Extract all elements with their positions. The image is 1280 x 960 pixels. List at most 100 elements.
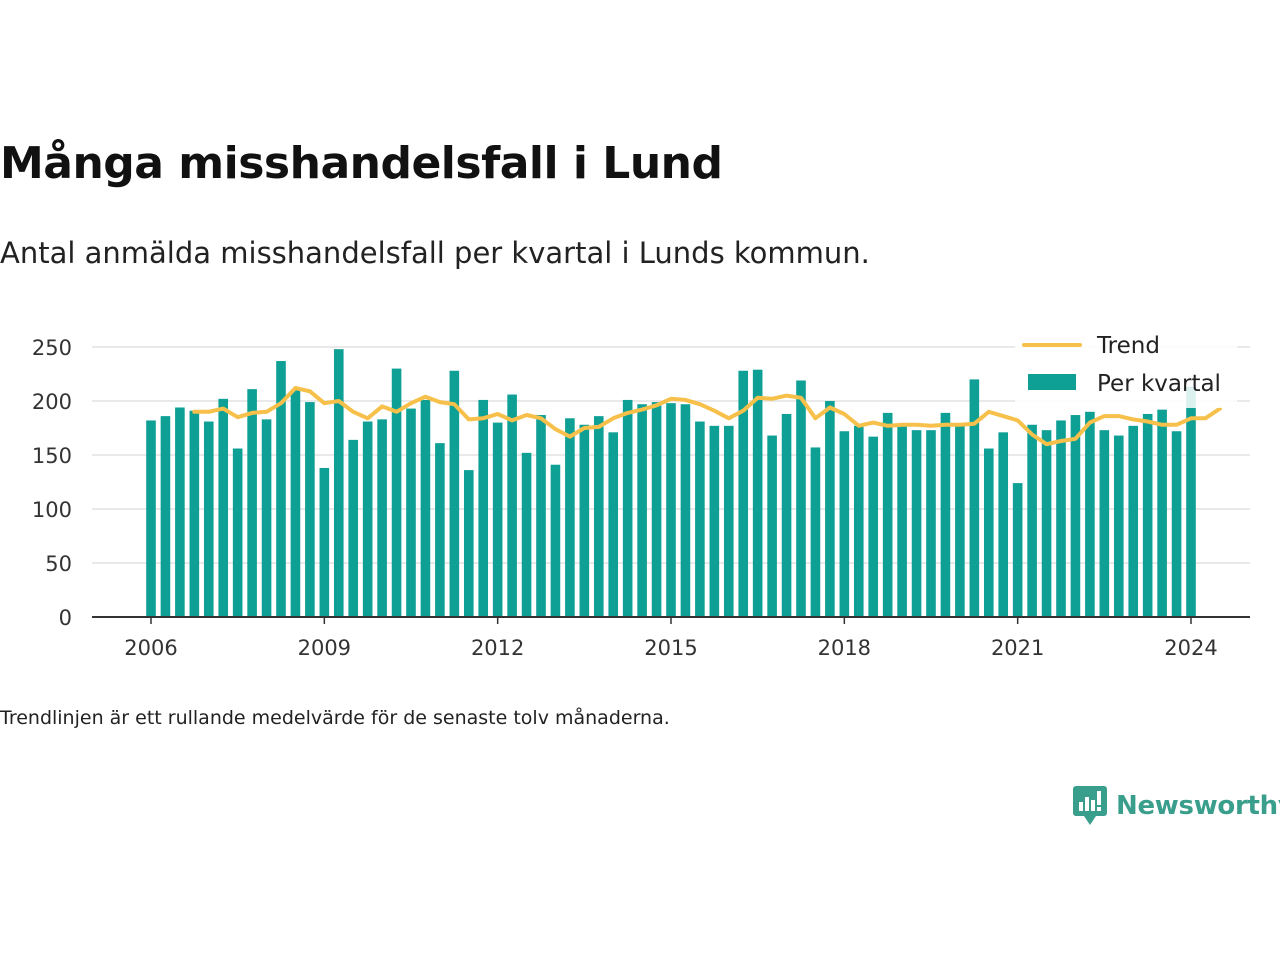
bar — [593, 416, 604, 617]
bar — [1113, 435, 1124, 617]
x-tick-label: 2006 — [124, 636, 177, 660]
bar — [463, 470, 474, 617]
bar — [882, 412, 893, 617]
bar — [1186, 386, 1196, 617]
bar — [1070, 415, 1081, 617]
y-tick-label: 200 — [32, 390, 72, 414]
x-tick-label: 2018 — [818, 636, 871, 660]
bar — [478, 399, 489, 617]
bar — [680, 404, 691, 617]
bar — [1027, 424, 1037, 617]
bar — [232, 448, 243, 617]
bar — [1041, 430, 1052, 617]
y-axis-ticks: 0 50 100 150 200 250 — [32, 336, 72, 630]
bar — [319, 467, 330, 617]
legend-bar-swatch — [1028, 374, 1076, 390]
trend-line — [192, 386, 1222, 447]
bar — [247, 389, 257, 617]
bar — [550, 464, 561, 617]
brand-logo[interactable]: Newsworthy — [1072, 785, 1280, 827]
bar — [189, 410, 200, 617]
chart-subtitle: Antal anmälda misshandelsfall per kvarta… — [0, 236, 870, 270]
legend: Trend Per kvartal — [1015, 326, 1237, 408]
y-tick-label: 250 — [32, 336, 72, 360]
chart-area: 0 50 100 150 200 250 2006 2009 2012 2015 2018 2021… — [32, 326, 1250, 660]
bar — [796, 380, 806, 617]
legend-bar-label: Per kvartal — [1097, 371, 1221, 397]
bar — [622, 399, 633, 617]
bar — [695, 421, 705, 617]
bar — [362, 421, 373, 617]
y-tick-label: 50 — [45, 552, 72, 576]
chart-title: Många misshandelsfall i Lund — [0, 138, 723, 189]
legend-trend-label: Trend — [1096, 333, 1160, 359]
legend-background — [1015, 326, 1237, 408]
bar — [391, 368, 402, 617]
bar — [709, 425, 720, 617]
bar — [608, 432, 619, 617]
bar — [579, 424, 590, 617]
bar — [983, 448, 994, 617]
bar — [290, 390, 301, 617]
bar — [1171, 431, 1182, 617]
bar — [839, 431, 850, 617]
bar — [218, 398, 229, 617]
x-tick-label: 2024 — [1164, 636, 1217, 660]
y-tick-label: 100 — [32, 498, 72, 522]
bar — [507, 394, 517, 617]
bar — [1012, 483, 1023, 617]
bar — [781, 413, 792, 617]
bar — [911, 430, 922, 617]
bar — [420, 399, 431, 617]
bar — [276, 361, 286, 617]
x-axis-ticks: 2006 2009 2012 2015 2018 2021 2024 — [124, 617, 1218, 660]
bar — [1142, 413, 1153, 617]
bar — [333, 349, 344, 617]
x-tick-label: 2009 — [298, 636, 351, 660]
bar — [565, 418, 575, 617]
footnote: Trendlinjen är ett rullande medelvärde f… — [0, 707, 670, 729]
y-tick-label: 0 — [59, 606, 72, 630]
bar — [825, 401, 835, 617]
bar — [752, 369, 763, 617]
bar — [146, 420, 156, 617]
bar — [868, 436, 879, 617]
bar — [203, 421, 214, 617]
bar — [969, 379, 980, 617]
bar — [449, 370, 460, 617]
y-tick-label: 150 — [32, 444, 72, 468]
x-tick-label: 2021 — [991, 636, 1044, 660]
bar-series-per-kvartal — [146, 349, 1196, 617]
x-tick-label: 2012 — [471, 636, 524, 660]
bar — [175, 407, 185, 617]
bar — [955, 424, 965, 617]
bar — [1128, 425, 1139, 617]
bar — [1085, 411, 1095, 617]
bar — [377, 419, 387, 617]
bar — [651, 402, 662, 617]
x-tick-label: 2015 — [644, 636, 697, 660]
bar — [305, 402, 315, 617]
bar — [521, 452, 532, 617]
bar — [666, 403, 676, 617]
bar — [998, 432, 1009, 617]
bar — [1099, 430, 1110, 617]
bar — [160, 416, 171, 617]
bar — [940, 412, 951, 617]
bar — [536, 415, 546, 617]
bar — [348, 439, 359, 617]
bar — [1056, 420, 1066, 617]
bar — [853, 425, 864, 617]
bar — [1157, 409, 1167, 617]
bar — [435, 443, 445, 617]
bar — [738, 370, 749, 617]
bar — [723, 425, 734, 617]
bar — [261, 419, 272, 617]
bar — [897, 425, 907, 617]
bar — [637, 404, 647, 617]
bar — [767, 435, 777, 617]
bar — [492, 422, 503, 617]
bar — [926, 430, 936, 617]
newsworthy-logo-icon — [1073, 786, 1107, 825]
bar — [810, 447, 821, 617]
